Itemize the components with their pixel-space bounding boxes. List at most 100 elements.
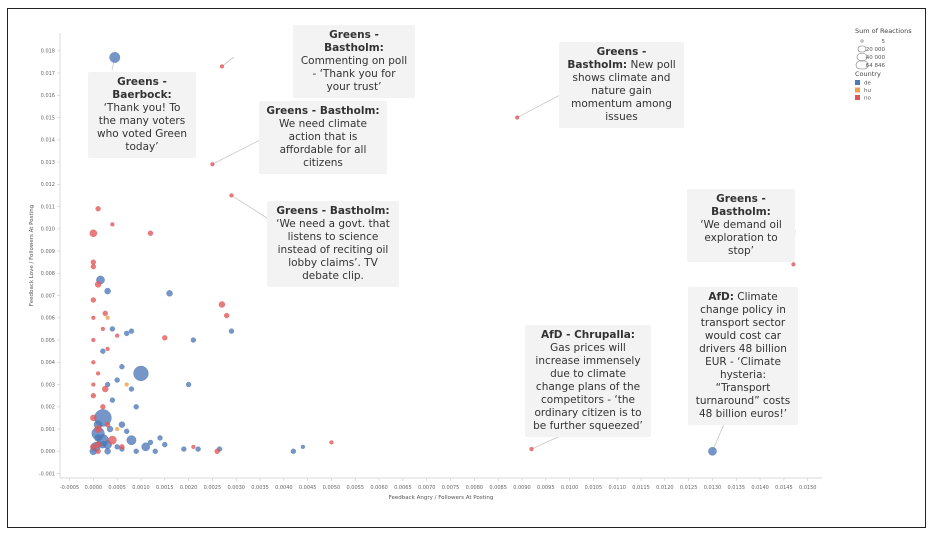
data-point-no [147,230,154,236]
data-point-de [300,444,305,449]
annotation-box: AfD: Climate change policy in transport … [688,287,798,425]
data-point-de [124,428,130,434]
annotation-author: AfD - Chrupalla: [541,329,635,341]
x-tick-label: 0.0030 [227,485,245,491]
data-point-de [141,442,151,452]
legend-color-label: hu [864,88,871,94]
data-point-de [114,444,120,450]
legend-size-label: 5 [882,39,886,45]
x-tick-label: 0.0075 [442,485,460,491]
data-point-no [108,435,117,445]
annotation-box: Greens - Bastholm: We need climate actio… [259,101,387,174]
x-tick-label: 0.0035 [251,485,269,491]
annotation-text: ‘We need a govt. that listens to science… [276,218,390,282]
data-point-no [218,301,226,308]
annotation-leader-line [231,195,268,219]
y-tick-label: 0.015 [41,115,55,121]
annotation-text: Commenting on poll - ‘Thank you for your… [300,55,408,93]
x-tick-label: 0.0085 [489,485,507,491]
data-point-no [94,281,102,288]
data-point-no [90,443,97,451]
annotation-leader-line [212,139,261,165]
y-tick-label: 0.003 [41,382,55,388]
data-point-no [329,440,334,445]
legend-color-swatch [855,80,860,85]
y-tick-label: 0.008 [41,271,55,277]
y-tick-label: 0.010 [41,227,55,233]
data-point-de [133,404,139,410]
annotation-box: Greens - Bastholm: ‘We demand oil explor… [687,189,795,262]
data-point-de [104,448,111,455]
data-point-no [191,444,196,449]
x-tick-label: 0.0055 [347,485,365,491]
x-tick-label: 0.0125 [680,485,698,491]
legend-size-swatch [856,53,868,61]
annotation-text: ‘We demand oil exploration to stop’ [700,219,782,257]
annotation-box: Greens - Bastholm: New poll shows climat… [559,42,684,128]
data-point-no [214,448,220,454]
data-point-de [126,435,137,446]
data-point-no [219,64,225,69]
data-point-de [708,446,717,456]
data-point-no [210,162,215,167]
y-tick-label: 0.018 [41,49,55,55]
data-point-de [128,386,135,392]
data-point-no [90,414,97,422]
data-point-no [515,115,520,120]
x-tick-label: 0.0150 [799,485,817,491]
data-point-de [100,348,106,354]
y-tick-label: 0.014 [41,138,55,144]
annotation-text: Climate change policy in transport secto… [695,291,791,420]
data-point-de [109,52,121,63]
data-point-no [102,385,109,393]
data-point-de [109,397,116,403]
x-tick-label: 0.0090 [513,485,531,491]
x-tick-label: -0.0005 [60,485,79,491]
x-tick-label: 0.0095 [537,485,555,491]
y-tick-label: 0.017 [41,71,55,77]
data-point-de [157,435,163,441]
x-axis-title: Feedback Angry / Followers At Posting [389,495,494,501]
x-tick-label: 0.0130 [704,485,722,491]
legend-size-swatch [857,45,867,53]
annotation-author: Greens - Bastholm: [276,205,390,217]
data-point-hu [115,426,120,432]
legend-color-label: no [864,96,871,102]
data-point-no [90,393,96,399]
x-tick-label: 0.0070 [418,485,436,491]
y-tick-label: 0.004 [41,360,55,366]
x-tick-label: 0.0100 [561,485,579,491]
data-point-no [94,425,102,433]
data-point-no [791,262,796,267]
legend-size-swatch [855,60,869,70]
data-point-de [290,448,297,454]
axes: -0.0005 0.0000 0.0005 0.0010 0.0015 0.0020 0.0… [29,33,822,501]
data-point-de [147,439,154,446]
data-point-de [152,448,158,454]
x-tick-label: 0.0120 [656,485,674,491]
data-point-de [118,421,126,428]
x-tick-label: 0.0060 [370,485,388,491]
data-point-hu [105,315,110,320]
x-tick-label: 0.0145 [775,485,793,491]
annotation-text: ‘Thank you! To the many voters who voted… [96,102,188,153]
legend-size-title: Sum of Reactions [855,27,912,35]
data-point-de [166,290,173,297]
data-point-de [190,337,197,343]
x-tick-label: 0.0025 [204,485,222,491]
legend: Sum of Reactions 5 20 000 40 000 64 846Count… [855,27,912,102]
y-axis-title: Feedback Love / Followers At Posting [29,205,35,306]
x-tick-label: 0.0040 [275,485,293,491]
annotation-box: Greens - Bastholm: Commenting on poll - … [293,25,415,98]
data-point-no [224,312,230,319]
data-point-no [102,310,108,316]
y-tick-label: 0.016 [41,93,55,99]
data-point-hu [124,382,129,387]
annotation-author: Greens - Bastholm: [266,105,380,117]
y-tick-label: 0.009 [41,249,55,255]
x-tick-label: 0.0050 [323,485,341,491]
data-point-no [89,229,98,237]
data-point-de [128,328,135,334]
x-tick-label: 0.0065 [394,485,412,491]
data-point-no [119,444,125,450]
